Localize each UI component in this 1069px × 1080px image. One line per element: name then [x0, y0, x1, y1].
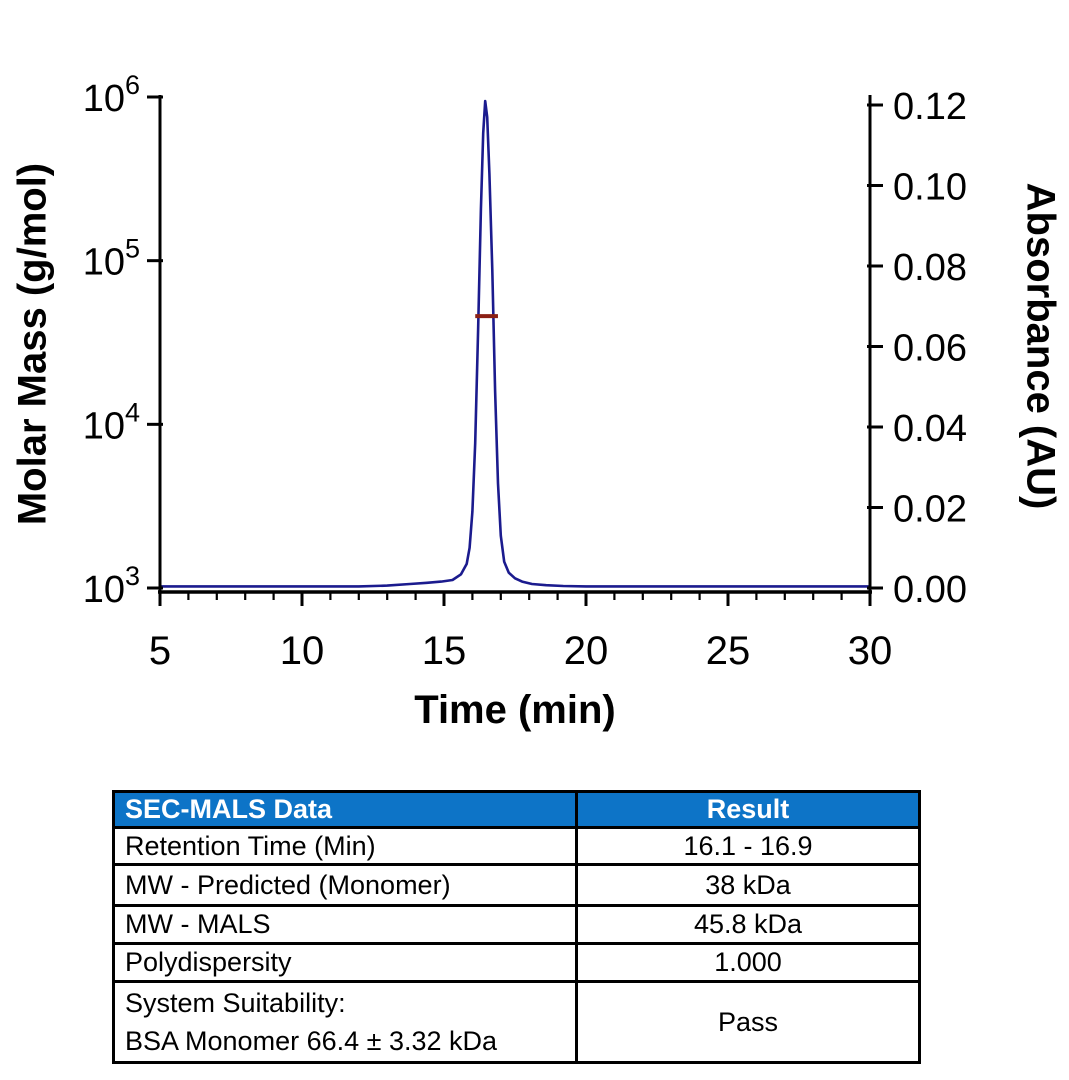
y-left-tick-label: 105 — [83, 234, 140, 284]
table-row: MW - MALS 45.8 kDa — [112, 904, 921, 945]
row-value-system-suitability: Pass — [575, 980, 921, 1064]
y-left-tick-label: 104 — [83, 397, 140, 447]
row-label-retention-time: Retention Time (Min) — [112, 826, 578, 866]
row-value-retention-time: 16.1 - 16.9 — [575, 826, 921, 866]
table-header-parameter: SEC-MALS Data — [112, 790, 578, 829]
x-axis-title: Time (min) — [414, 688, 616, 732]
x-tick-label: 30 — [848, 629, 893, 673]
table-row: MW - Predicted (Monomer) 38 kDa — [112, 863, 921, 907]
y-left-axis-title-text: Molar Mass (g/mol) — [10, 162, 55, 526]
y-right-tick-label: 0.12 — [893, 86, 967, 128]
row-value-polydispersity: 1.000 — [575, 942, 921, 983]
y-right-axis-title-text: Absorbance (AU) — [1018, 182, 1063, 510]
x-tick-label: 25 — [706, 629, 751, 673]
table-row: Retention Time (Min) 16.1 - 16.9 — [112, 826, 921, 866]
row-value-mw-mals: 45.8 kDa — [575, 904, 921, 945]
y-right-tick-label: 0.00 — [893, 569, 967, 611]
system-suitability-line1: System Suitability: — [125, 988, 346, 1018]
table-header-result: Result — [575, 790, 921, 829]
row-label-mw-predicted: MW - Predicted (Monomer) — [112, 863, 578, 907]
y-right-tick-label: 0.04 — [893, 408, 967, 450]
y-left-tick-label: 106 — [83, 70, 140, 120]
x-tick-label: 15 — [422, 629, 467, 673]
absorbance-trace — [160, 99, 870, 588]
table-row: Polydispersity 1.000 — [112, 942, 921, 983]
row-label-system-suitability: System Suitability: BSA Monomer 66.4 ± 3… — [112, 980, 578, 1064]
table-row: System Suitability: BSA Monomer 66.4 ± 3… — [112, 980, 921, 1064]
row-label-polydispersity: Polydispersity — [112, 942, 578, 983]
system-suitability-line2: BSA Monomer 66.4 ± 3.32 kDa — [125, 1026, 498, 1056]
x-tick-label: 20 — [564, 629, 609, 673]
x-tick-label: 10 — [280, 629, 325, 673]
y-right-tick-label: 0.08 — [893, 247, 967, 289]
sec-mals-results-table: SEC-MALS Data Result Retention Time (Min… — [112, 790, 921, 1064]
y-right-tick-label: 0.06 — [893, 328, 967, 370]
chart-canvas: 5 10 15 20 25 30 106 105 104 103 0.12 0.10 0.08 0.06 0… — [83, 70, 967, 673]
y-right-tick-label: 0.10 — [893, 167, 967, 209]
row-label-mw-mals: MW - MALS — [112, 904, 578, 945]
y-right-tick-label: 0.02 — [893, 489, 967, 531]
row-value-mw-predicted: 38 kDa — [575, 863, 921, 907]
results-table: SEC-MALS Data Result Retention Time (Min… — [112, 790, 921, 1064]
x-tick-label: 5 — [149, 629, 171, 673]
table-header-row: SEC-MALS Data Result — [112, 790, 921, 829]
y-left-tick-label: 103 — [83, 561, 140, 611]
